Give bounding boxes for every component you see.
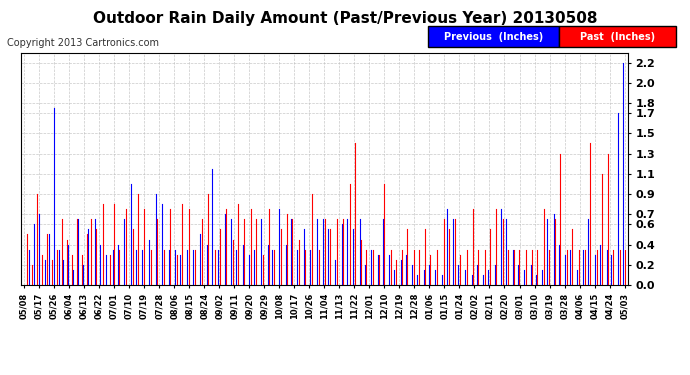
- Text: Copyright 2013 Cartronics.com: Copyright 2013 Cartronics.com: [7, 38, 159, 48]
- Text: Past  (Inches): Past (Inches): [580, 32, 655, 42]
- Text: Outdoor Rain Daily Amount (Past/Previous Year) 20130508: Outdoor Rain Daily Amount (Past/Previous…: [92, 11, 598, 26]
- Text: Previous  (Inches): Previous (Inches): [444, 32, 543, 42]
